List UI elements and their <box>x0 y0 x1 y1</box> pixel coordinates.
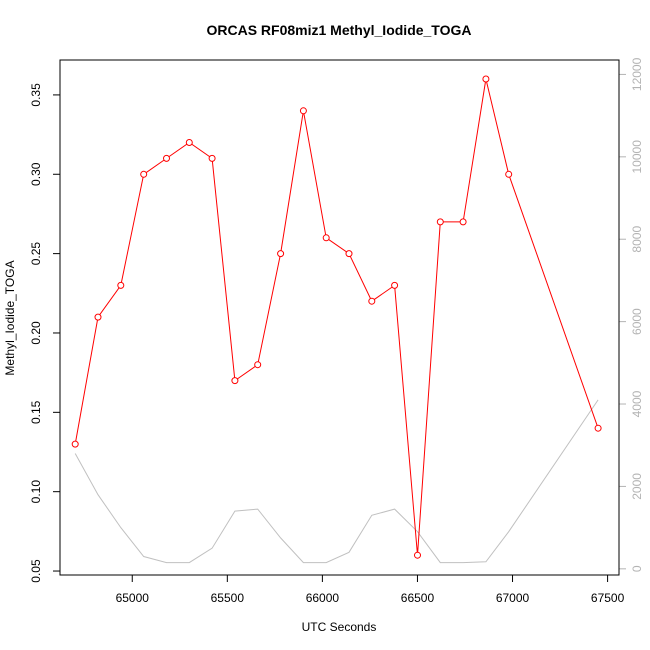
y2-tick-label: 4000 <box>630 390 644 417</box>
y2-tick-label: 6000 <box>630 308 644 335</box>
data-point <box>231 377 239 385</box>
data-point <box>459 218 467 226</box>
chart-title: ORCAS RF08miz1 Methyl_Iodide_TOGA <box>206 22 471 38</box>
data-point <box>594 424 602 432</box>
x-axis-label: UTC Seconds <box>302 620 377 634</box>
data-point <box>71 440 79 448</box>
data-point <box>185 139 193 146</box>
y-tick-label: 0.05 <box>29 559 43 583</box>
y-tick-label: 0.10 <box>29 480 43 504</box>
data-point <box>277 250 285 258</box>
axes-layer: 65000 65500 66000 66500 67000 67500 0.05 0.10 0.… <box>29 57 644 605</box>
y2-tick-label: 10000 <box>630 140 644 174</box>
data-point <box>391 281 399 289</box>
data-point <box>208 154 216 162</box>
plot-frame <box>59 59 620 576</box>
x-tick-label: 67500 <box>591 591 625 605</box>
secondary-series-layer <box>74 399 599 564</box>
y-axis-label: Methyl_Iodide_TOGA <box>3 260 17 375</box>
y2-tick-label: 0 <box>630 565 644 572</box>
secondary-series-line <box>74 399 599 564</box>
data-point <box>345 250 353 258</box>
y-tick-label: 0.15 <box>29 400 43 424</box>
data-point <box>299 107 307 115</box>
x-tick-label: 67000 <box>496 591 530 605</box>
data-point <box>163 154 170 162</box>
x-tick-label: 65000 <box>116 591 150 605</box>
x-tick-label: 66000 <box>306 591 340 605</box>
data-point <box>140 170 148 178</box>
x-tick-label: 66500 <box>401 591 435 605</box>
data-point <box>505 170 513 178</box>
y2-tick-label: 2000 <box>630 473 644 500</box>
primary-series-layer <box>71 75 602 559</box>
y-tick-label: 0.35 <box>29 83 43 107</box>
x-tick-label: 65500 <box>211 591 245 605</box>
data-point <box>414 551 421 559</box>
data-point <box>368 297 376 305</box>
y2-tick-label: 12000 <box>630 57 644 91</box>
data-point <box>322 234 330 242</box>
y-tick-label: 0.30 <box>29 162 43 186</box>
data-point <box>117 281 125 289</box>
data-point <box>482 75 490 83</box>
data-point <box>94 313 102 321</box>
y-tick-label: 0.25 <box>29 242 43 266</box>
data-point <box>436 218 444 226</box>
y-tick-label: 0.20 <box>29 321 43 345</box>
data-point <box>254 361 262 369</box>
y2-tick-label: 8000 <box>630 226 644 253</box>
